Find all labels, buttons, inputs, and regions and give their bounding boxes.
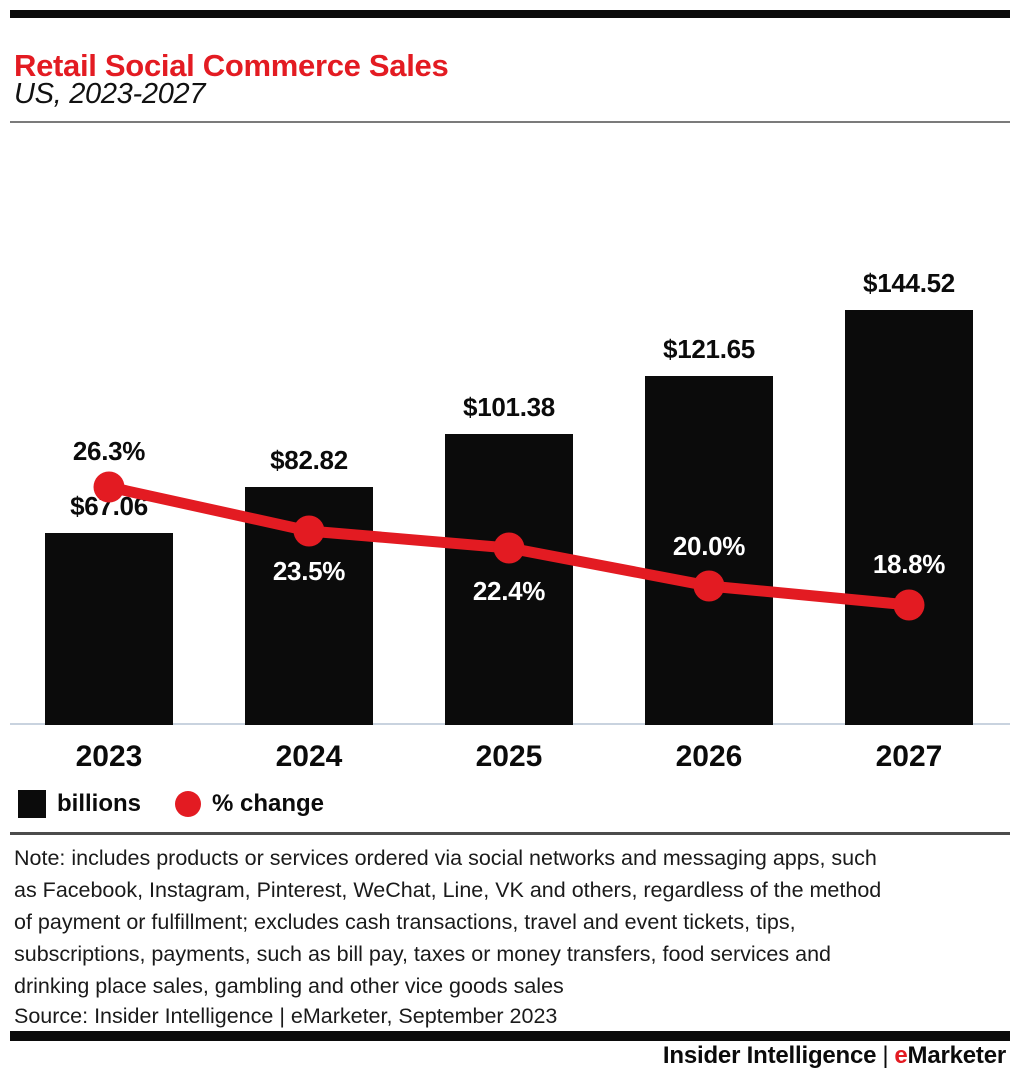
footer-rule — [10, 1031, 1010, 1041]
legend-label-pct-change: % change — [212, 790, 325, 817]
header-divider — [10, 121, 1010, 123]
bar-value-label: $121.65 — [663, 334, 755, 364]
footer-brand-rest: Marketer — [907, 1042, 1007, 1069]
legend-swatch-billions — [18, 790, 46, 818]
note-text: Note: includes products or services orde… — [14, 846, 882, 998]
pct-change-label: 26.3% — [72, 436, 146, 466]
legend-label-billions: billions — [57, 790, 141, 817]
bar-2027 — [845, 310, 973, 725]
x-axis-label: 2025 — [475, 740, 543, 773]
page-subtitle: US, 2023-2027 — [14, 78, 206, 110]
pct-change-label: 20.0% — [672, 531, 746, 561]
bar-value-label: $82.82 — [270, 445, 348, 475]
x-axis-label: 2026 — [675, 740, 743, 773]
bar-2024 — [245, 487, 373, 725]
x-axis-label: 2024 — [275, 740, 343, 773]
footer-brand-left: Insider Intelligence — [662, 1042, 877, 1069]
footer-brand: Insider Intelligence | eMarketer — [663, 1042, 1006, 1070]
bar-value-label: $101.38 — [463, 392, 555, 422]
page-title: Retail Social Commerce Sales — [14, 47, 449, 83]
footer-brand-separator: | — [882, 1042, 889, 1069]
x-axis-label: 2027 — [875, 740, 943, 773]
pct-change-label: 22.4% — [472, 576, 546, 606]
chart-area: $67.06 2023 $82.82 2024 $101.38 2025 $121.65 20… — [0, 130, 1020, 780]
footer-brand-e: e — [894, 1042, 908, 1069]
source-text: Source: Insider Intelligence | eMarketer… — [14, 1004, 558, 1028]
legend-swatch-pct-change — [175, 791, 201, 817]
pct-change-label: 23.5% — [272, 556, 346, 586]
bar-value-label: $67.06 — [70, 491, 148, 521]
bar-value-label: $144.52 — [863, 268, 955, 298]
pct-change-label: 18.8% — [872, 549, 946, 579]
bar-2023 — [45, 533, 173, 725]
top-rule — [10, 10, 1010, 18]
note-divider — [10, 832, 1010, 835]
x-axis-label: 2023 — [75, 740, 143, 773]
chart-legend: billions % change — [0, 788, 1020, 822]
